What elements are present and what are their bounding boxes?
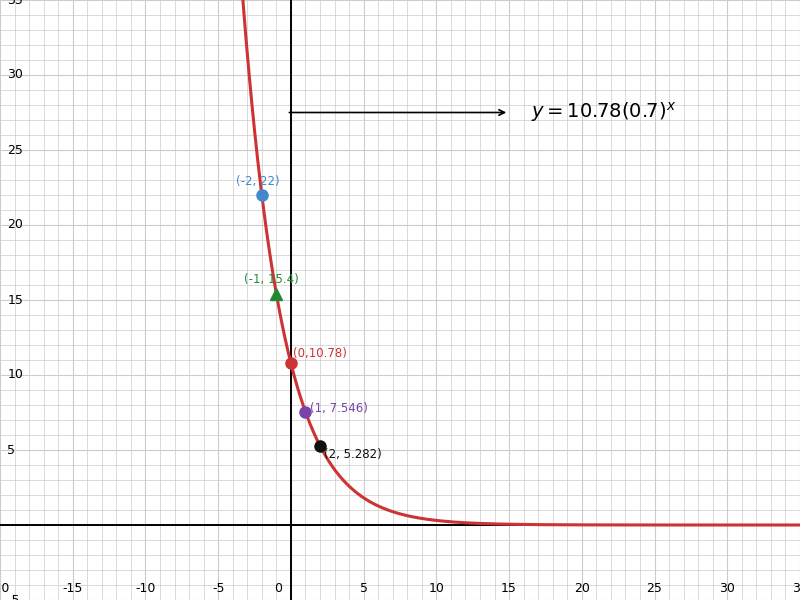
Text: -5: -5: [7, 593, 20, 600]
Text: -20: -20: [0, 583, 10, 595]
Text: (0,10.78): (0,10.78): [293, 347, 347, 360]
Text: 35: 35: [7, 0, 23, 7]
Text: 5: 5: [7, 443, 15, 457]
Text: 20: 20: [574, 583, 590, 595]
Text: 0: 0: [274, 583, 282, 595]
Text: 10: 10: [429, 583, 444, 595]
Text: -10: -10: [135, 583, 156, 595]
Text: 25: 25: [7, 143, 23, 157]
Text: -15: -15: [62, 583, 83, 595]
Text: 25: 25: [646, 583, 662, 595]
Text: 15: 15: [501, 583, 517, 595]
Text: (2, 5.282): (2, 5.282): [324, 448, 382, 461]
Text: (1, 7.546): (1, 7.546): [310, 402, 368, 415]
Text: $y = 10.78(0.7)^{x}$: $y = 10.78(0.7)^{x}$: [531, 100, 676, 124]
Text: 15: 15: [7, 293, 23, 307]
Text: 20: 20: [7, 218, 23, 232]
Text: 30: 30: [719, 583, 735, 595]
Text: 30: 30: [7, 68, 23, 82]
Text: 35: 35: [792, 583, 800, 595]
Text: (-2, 22): (-2, 22): [236, 175, 279, 187]
Text: 5: 5: [360, 583, 368, 595]
Text: 10: 10: [7, 368, 23, 382]
Text: -5: -5: [212, 583, 225, 595]
Text: (-1, 15.4): (-1, 15.4): [244, 274, 299, 286]
